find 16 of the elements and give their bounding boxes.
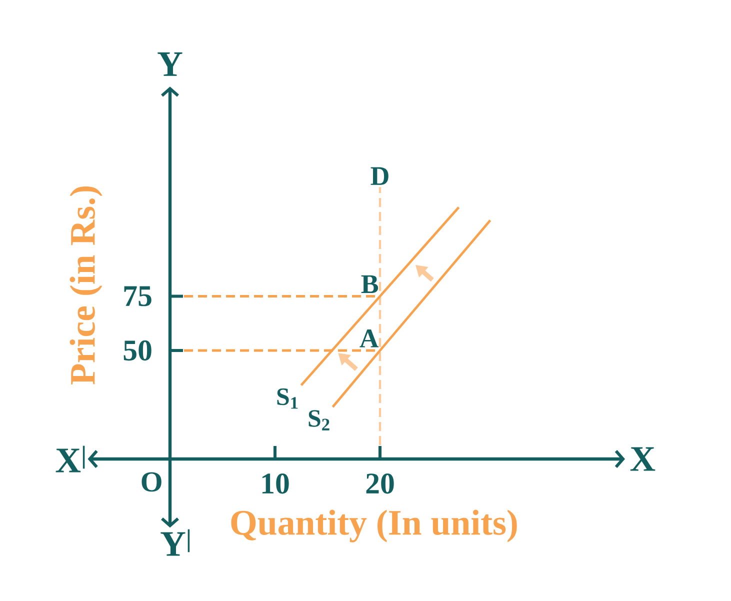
x-tick-label: 20 bbox=[366, 474, 394, 494]
annotation: B bbox=[361, 275, 378, 294]
annotation: A bbox=[360, 330, 379, 348]
x-tick-label: 10 bbox=[262, 474, 289, 494]
text: X bbox=[630, 447, 656, 471]
text: X$^{|}$ bbox=[56, 446, 85, 472]
y-tick-label: 50 bbox=[124, 340, 152, 361]
series-label: S$_{1}$ bbox=[277, 388, 298, 409]
text: Y$^{|}$ bbox=[160, 529, 190, 556]
x-axis-title: Quantity (In units) bbox=[231, 510, 517, 542]
series-label: S$_{2}$ bbox=[308, 410, 330, 430]
y-axis-title: Price (in Rs.) bbox=[70, 186, 102, 384]
ref-line-label: D bbox=[370, 167, 388, 185]
text: Y bbox=[158, 52, 182, 76]
annotation: O bbox=[142, 472, 162, 492]
y-tick-label: 75 bbox=[124, 286, 152, 306]
